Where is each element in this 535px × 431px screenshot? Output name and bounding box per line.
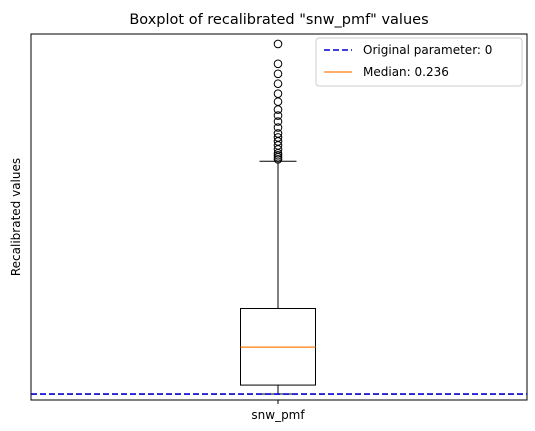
outlier-point [273, 123, 283, 132]
legend: Original parameter: 0 Median: 0.236 [315, 37, 523, 87]
outlier-point [273, 97, 283, 106]
outlier-point [273, 59, 283, 69]
x-tick-label-snw-pmf: snw_pmf [251, 408, 305, 422]
plot-area [30, 33, 528, 401]
outlier-point [273, 79, 283, 89]
legend-label-original-parameter: Original parameter: 0 [363, 43, 492, 57]
legend-label-median: Median: 0.236 [363, 65, 449, 79]
outlier-group [273, 39, 283, 164]
chart-title: Boxplot of recalibrated "snw_pmf" values [129, 12, 428, 28]
outlier-point [273, 111, 283, 120]
outlier-point [273, 39, 283, 49]
outlier-point [273, 89, 283, 98]
outlier-point [273, 133, 283, 142]
outlier-point [273, 69, 283, 79]
outlier-point [273, 129, 283, 138]
outlier-point [273, 117, 283, 126]
y-axis-label: Recalibrated values [9, 158, 23, 276]
legend-box [315, 37, 523, 87]
